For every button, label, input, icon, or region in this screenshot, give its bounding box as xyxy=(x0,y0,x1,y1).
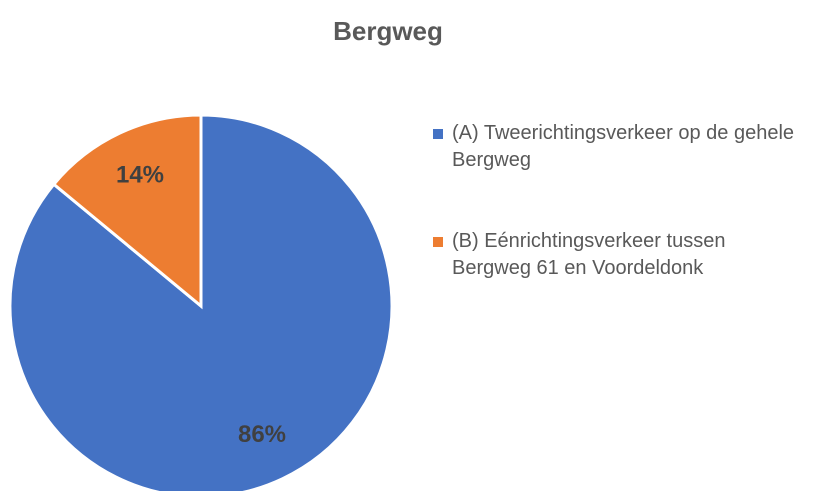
data-label: 14% xyxy=(116,162,164,189)
legend-swatch xyxy=(433,237,443,247)
data-label: 86% xyxy=(238,421,286,448)
chart-title: Bergweg xyxy=(333,16,443,46)
legend-label: (A) Tweerichtingsverkeer op de gehele Be… xyxy=(452,122,795,171)
legend-entry: (A) Tweerichtingsverkeer op de gehele Be… xyxy=(433,120,803,174)
legend-entry: (B) Eénrichtingsverkeer tussen Bergweg 6… xyxy=(433,228,803,282)
pie-slice xyxy=(51,113,203,310)
legend-swatch xyxy=(433,129,443,139)
legend-label: (B) Eénrichtingsverkeer tussen Bergweg 6… xyxy=(452,230,726,279)
